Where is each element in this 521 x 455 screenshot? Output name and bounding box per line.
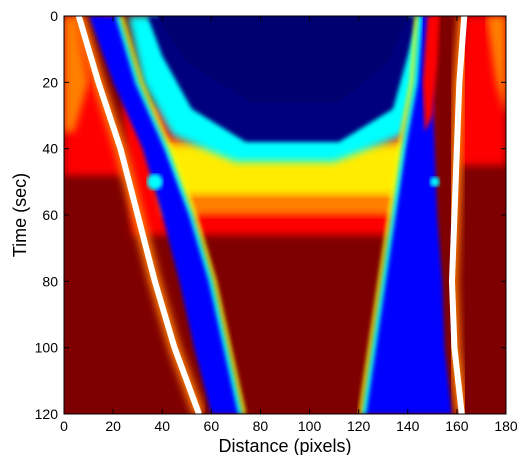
x-tick-label: 160 (445, 418, 469, 434)
y-tick-label: 80 (42, 273, 58, 289)
boundary-left-white (75, 16, 202, 414)
y-tick-label: 100 (35, 340, 59, 356)
x-tick-label: 40 (154, 418, 170, 434)
x-tick-label: 100 (298, 418, 322, 434)
y-tick-label: 60 (42, 207, 58, 223)
x-axis: 0 20 40 60 80 100 120 140 160 180 (60, 16, 518, 434)
x-axis-label: Distance (pixels) (218, 436, 351, 455)
x-tick-label: 60 (204, 418, 220, 434)
heatmap-layers (64, 16, 506, 414)
region-dark-blue-core (157, 16, 408, 103)
y-tick-label: 0 (50, 8, 58, 24)
streak-right-red (422, 16, 440, 133)
channel-right-yellow-edge (358, 16, 418, 414)
channel-left-yellow-edge (120, 16, 246, 414)
x-tick-label: 180 (494, 418, 518, 434)
y-tick-label: 120 (35, 406, 59, 422)
channel-right-cyan-edge (361, 16, 423, 414)
x-tick-label: 120 (347, 418, 371, 434)
channel-left-cyan-edge (115, 16, 244, 414)
blob-left-cyan (146, 173, 163, 190)
y-axis: 0 20 40 60 80 100 120 (35, 8, 506, 422)
y-tick-label: 20 (42, 74, 58, 90)
blob-right-cyan (429, 176, 440, 187)
x-tick-label: 0 (60, 418, 68, 434)
boundary-right-white (448, 16, 468, 414)
region-orange-left-edge (64, 16, 89, 133)
region-orange-right-edge (486, 16, 506, 116)
x-tick-label: 140 (396, 418, 420, 434)
y-tick-label: 40 (42, 141, 58, 157)
plot-area (64, 16, 506, 414)
x-tick-label: 20 (105, 418, 121, 434)
y-axis-label: Time (sec) (10, 173, 30, 257)
channel-left-blue (88, 16, 241, 414)
x-tick-label: 80 (253, 418, 269, 434)
